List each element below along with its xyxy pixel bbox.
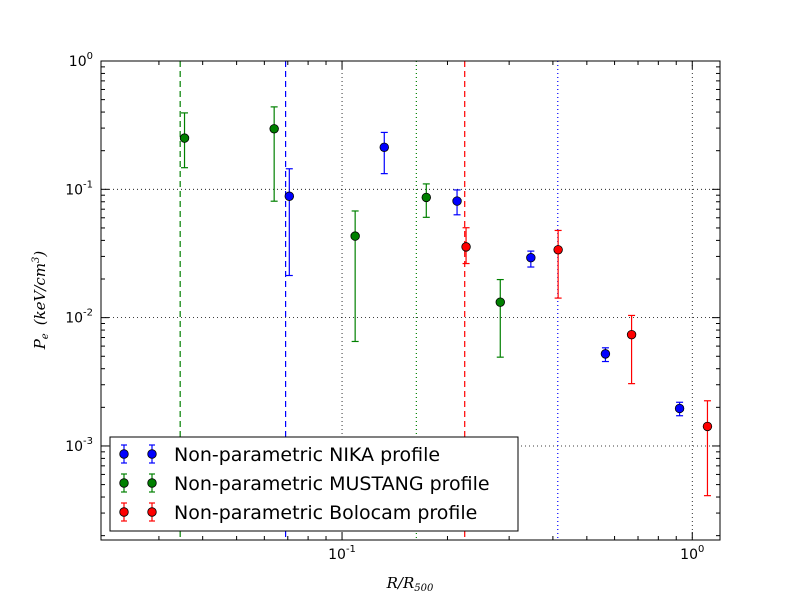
legend-label: Non-parametric NIKA profile	[174, 444, 440, 466]
legend-box	[109, 436, 519, 532]
legend-marker	[119, 507, 129, 517]
legend-label: Non-parametric MUSTANG profile	[174, 473, 490, 495]
legend-items: Non-parametric NIKA profile Non-parametri…	[119, 444, 490, 524]
y-tick-label: 10-3	[65, 436, 93, 455]
y-tick-label: 10-1	[65, 179, 93, 198]
y-tick-label: 100	[69, 51, 93, 70]
data-point	[626, 329, 637, 340]
legend-marker	[119, 478, 129, 488]
plot-frame	[100, 60, 721, 541]
data-point	[702, 421, 713, 432]
x-axis-label: R/R500	[386, 574, 434, 594]
y-axis-label: Pe(keV/cm3)	[31, 251, 51, 351]
legend-marker	[147, 449, 157, 459]
data-point	[674, 403, 685, 414]
y-tick-label: 10-2	[65, 308, 93, 327]
data-point	[421, 192, 431, 203]
data-point	[269, 124, 279, 134]
axis-ticks	[101, 60, 720, 540]
legend-marker	[119, 449, 129, 459]
data-point	[553, 245, 563, 255]
tick-labels: 10-1 100 100 10-1 10-2 10-3	[65, 51, 704, 563]
legend-marker	[147, 507, 157, 517]
data-point	[350, 231, 360, 241]
data-point	[379, 142, 389, 152]
data-point	[526, 253, 536, 263]
data-point	[284, 191, 295, 201]
data-point	[179, 133, 190, 143]
x-tick-label: 100	[680, 544, 704, 563]
data-point	[600, 349, 611, 359]
legend-label: Non-parametric Bolocam profile	[174, 502, 477, 524]
x-tick-label: 10-1	[328, 544, 356, 563]
data-points	[179, 124, 713, 432]
legend: Non-parametric NIKA profile Non-parametri…	[109, 436, 519, 532]
data-point	[461, 242, 471, 252]
legend-marker	[147, 478, 157, 488]
data-point	[452, 196, 462, 206]
data-point	[495, 297, 505, 307]
